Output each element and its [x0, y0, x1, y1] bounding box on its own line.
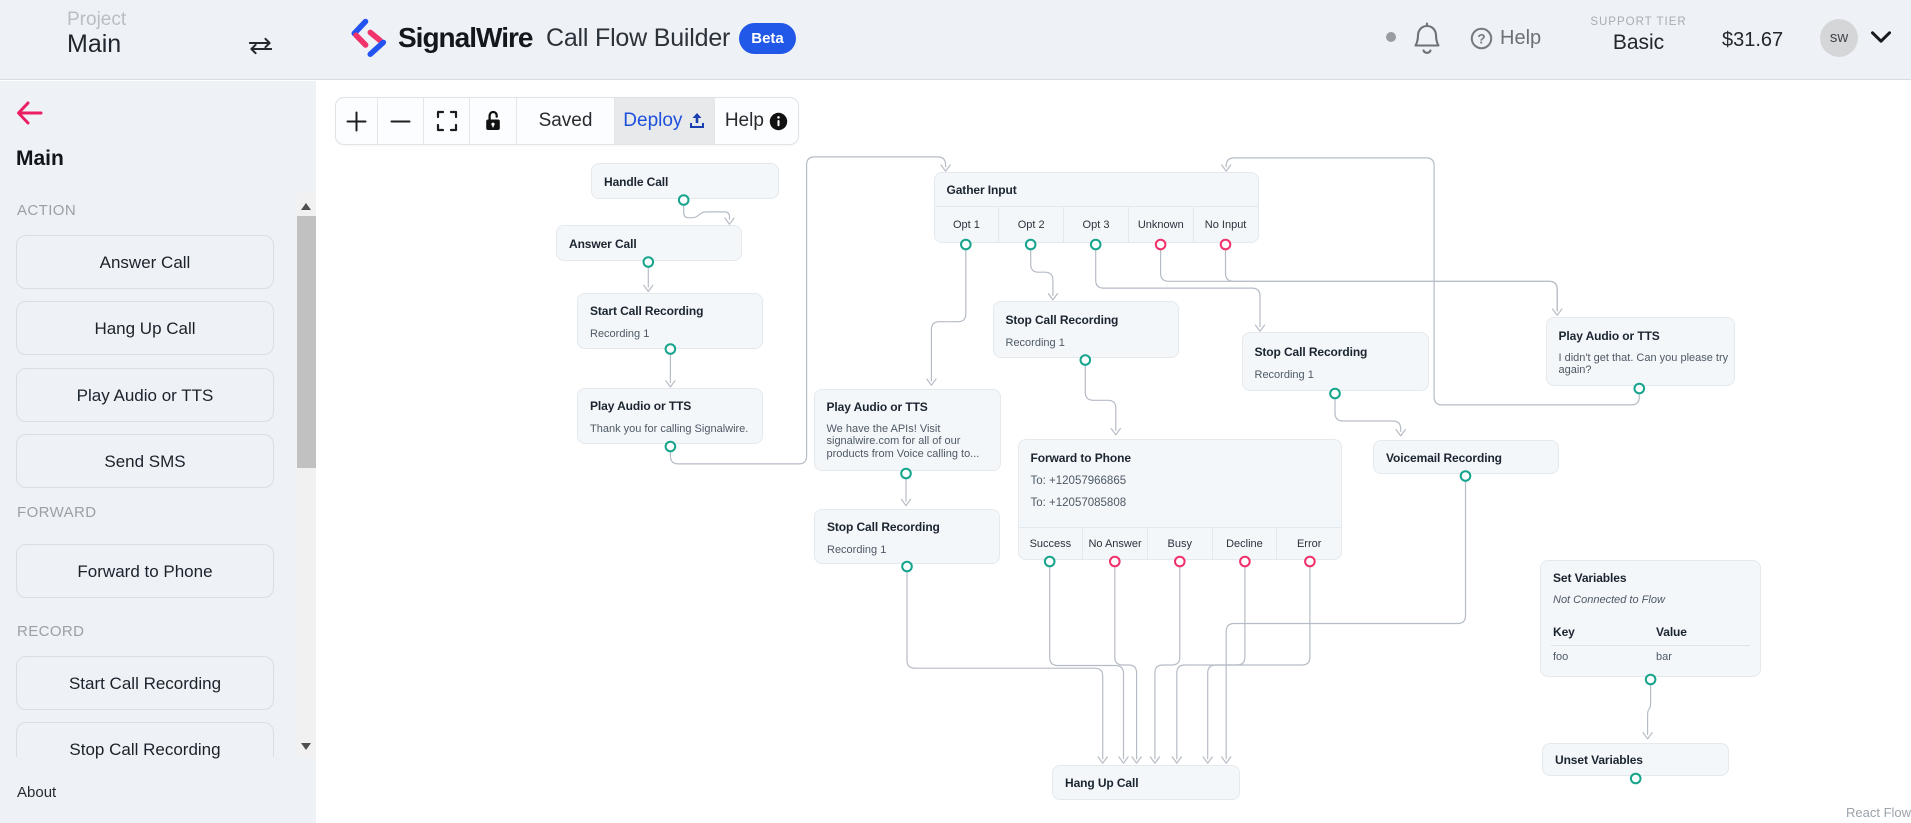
svg-text:?: ?	[1477, 31, 1485, 46]
